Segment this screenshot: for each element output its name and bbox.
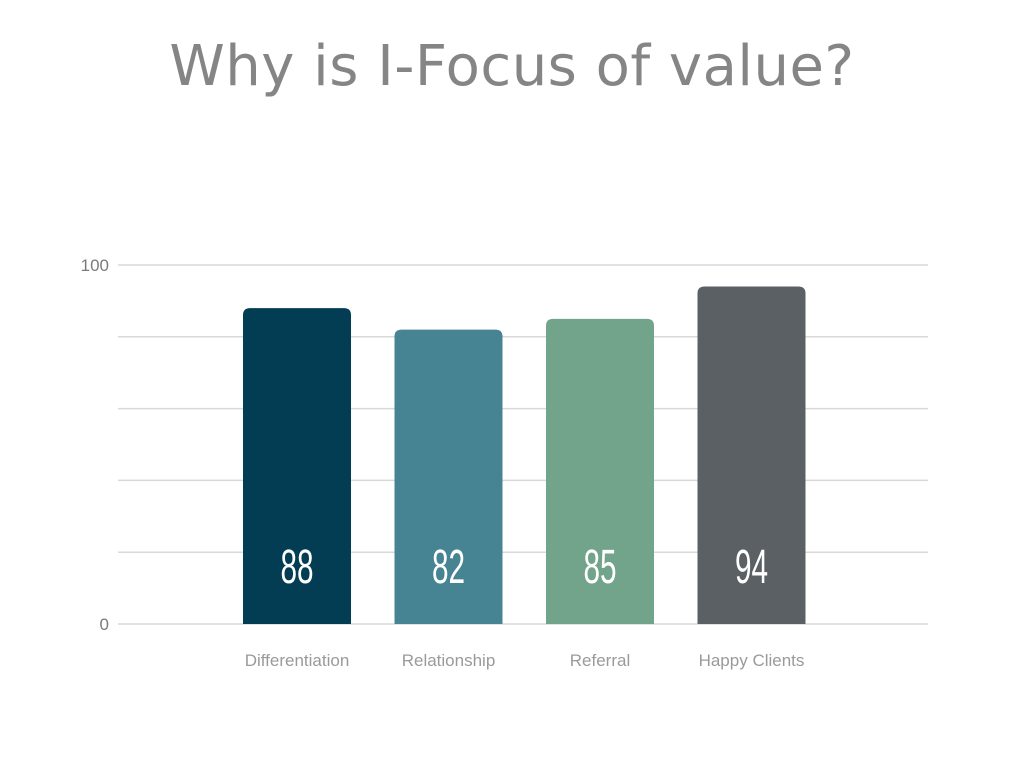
bar-happy-clients	[697, 286, 806, 624]
bar-value-label: 82	[432, 541, 465, 594]
chart-gridlines	[118, 264, 928, 625]
bar-value-label: 94	[735, 541, 768, 594]
chart-bars: 88 Differentiation 82 Relationship 85 Referra…	[243, 286, 806, 670]
bar-value-label: 88	[280, 541, 313, 594]
y-tick-label-100: 100	[81, 256, 109, 275]
slide-title: Why is I-Focus of value?	[169, 34, 855, 99]
bar-differentiation	[243, 308, 351, 624]
category-label: Differentiation	[245, 651, 350, 670]
category-label: Happy Clients	[699, 651, 805, 670]
category-label: Relationship	[402, 651, 496, 670]
category-label: Referral	[570, 651, 630, 670]
y-tick-label-0: 0	[100, 615, 109, 634]
bar-value-label: 85	[583, 541, 616, 594]
bar-relationship	[394, 329, 503, 624]
bar-referral	[546, 318, 654, 624]
